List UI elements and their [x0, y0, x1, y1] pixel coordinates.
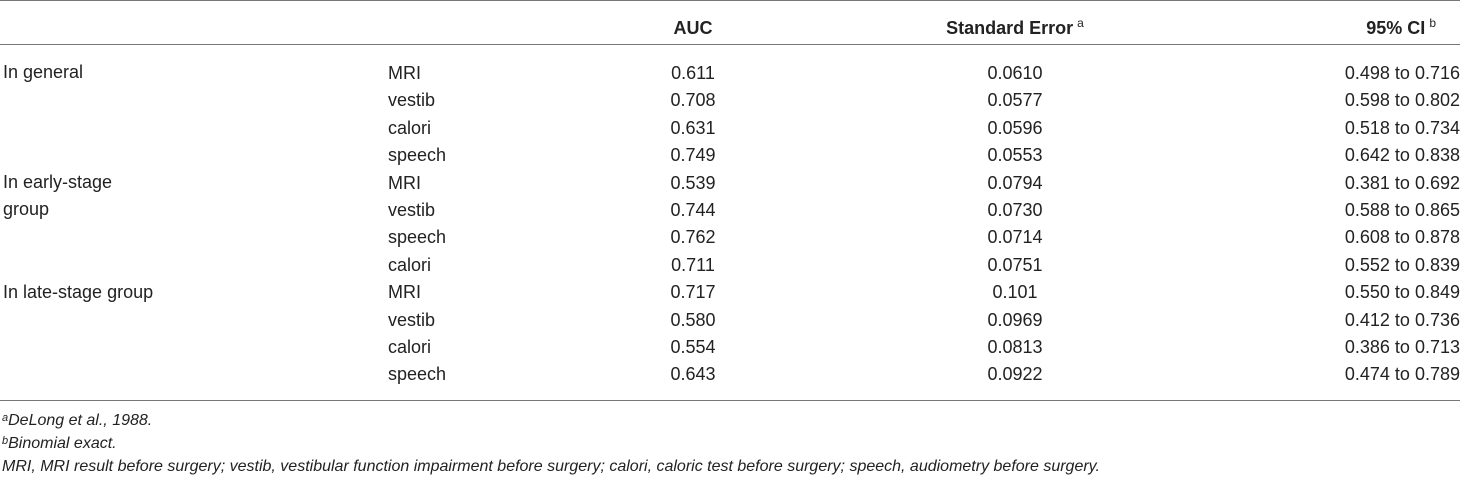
table-row: vestib 0.580 0.0969 0.412 to 0.736 [0, 306, 1460, 333]
table-row: MRI 0.717 0.101 0.550 to 0.849 [0, 278, 1460, 305]
ci-cell: 0.412 to 0.736 [1344, 309, 1460, 330]
method-cell: vestib [388, 309, 436, 330]
header-rule [0, 44, 1460, 45]
se-cell: 0.0553 [987, 145, 1043, 166]
ci-cell: 0.498 to 0.716 [1344, 63, 1460, 83]
table-row: MRI 0.611 0.0610 0.498 to 0.716 [0, 59, 1460, 86]
table-footnotes: aDeLong et al., 1988. bBinomial exact. M… [2, 410, 1100, 479]
footnote-marker-b: b [1429, 16, 1436, 30]
auc-cell: 0.711 [671, 254, 715, 275]
method-cell: MRI [388, 282, 421, 303]
auc-cell: 0.749 [670, 145, 716, 166]
auc-cell: 0.643 [670, 364, 716, 385]
header-95-ci: 95% CI b [1366, 16, 1436, 38]
method-cell: MRI [388, 63, 421, 83]
se-cell: 0.0969 [987, 309, 1043, 330]
ci-cell: 0.550 to 0.849 [1344, 282, 1460, 303]
se-cell: 0.0714 [987, 227, 1043, 248]
method-cell: vestib [388, 90, 436, 111]
se-cell: 0.0730 [987, 199, 1043, 220]
ci-cell: 0.608 to 0.878 [1344, 227, 1460, 248]
table-row: speech 0.762 0.0714 0.608 to 0.878 [0, 223, 1460, 250]
footnote-marker-a: a [1077, 16, 1084, 30]
table-row: vestib 0.708 0.0577 0.598 to 0.802 [0, 86, 1460, 113]
method-cell: speech [388, 364, 447, 385]
se-cell: 0.0577 [987, 90, 1043, 111]
ci-cell: 0.642 to 0.838 [1344, 145, 1460, 166]
header-auc: AUC [673, 18, 713, 38]
abbreviations-note: MRI, MRI result before surgery; vestib, … [2, 458, 1100, 475]
method-cell: calori [388, 117, 432, 138]
footnote-b: bBinomial exact. [2, 435, 117, 452]
table-row: calori 0.631 0.0596 0.518 to 0.734 [0, 114, 1460, 141]
se-cell: 0.0596 [987, 117, 1043, 138]
method-cell: MRI [388, 172, 421, 193]
auc-cell: 0.611 [671, 63, 715, 83]
table-row: vestib 0.744 0.0730 0.588 to 0.865 [0, 196, 1460, 223]
method-cell: speech [388, 145, 447, 166]
footnote-a: aDeLong et al., 1988. [2, 412, 153, 429]
auc-cell: 0.762 [670, 227, 716, 248]
auc-cell: 0.580 [670, 309, 716, 330]
table-bottom-rule [0, 400, 1460, 401]
ci-cell: 0.386 to 0.713 [1344, 336, 1460, 357]
auc-cell: 0.554 [670, 336, 716, 357]
se-cell: 0.0610 [987, 63, 1043, 83]
se-cell: 0.0751 [987, 254, 1043, 275]
ci-cell: 0.474 to 0.789 [1344, 364, 1460, 385]
method-cell: calori [388, 254, 432, 275]
ci-cell: 0.381 to 0.692 [1344, 172, 1460, 193]
ci-cell: 0.552 to 0.839 [1344, 254, 1460, 275]
ci-cell: 0.598 to 0.802 [1344, 90, 1460, 111]
group-label-early-stage: In early-stage group [3, 172, 113, 219]
method-cell: vestib [388, 199, 436, 220]
auc-cell: 0.744 [670, 199, 716, 220]
table-row: calori 0.554 0.0813 0.386 to 0.713 [0, 333, 1460, 360]
table-row: calori 0.711 0.0751 0.552 to 0.839 [0, 251, 1460, 278]
method-cell: calori [388, 336, 432, 357]
ci-cell: 0.588 to 0.865 [1344, 199, 1460, 220]
se-cell: 0.0922 [987, 364, 1043, 385]
se-cell: 0.0813 [987, 336, 1043, 357]
group-label-late-stage: In late-stage group [3, 282, 154, 302]
table-row: speech 0.643 0.0922 0.474 to 0.789 [0, 360, 1460, 387]
table-body: In general In early-stage group In late-… [0, 59, 1460, 388]
group-label-general: In general [3, 62, 84, 82]
auc-cell: 0.539 [670, 172, 716, 193]
table-top-rule [0, 0, 1460, 1]
header-standard-error: Standard Error a [946, 16, 1084, 38]
table-row: speech 0.749 0.0553 0.642 to 0.838 [0, 141, 1460, 168]
method-cell: speech [388, 227, 447, 248]
se-cell: 0.101 [992, 282, 1038, 303]
auc-cell: 0.708 [670, 90, 716, 111]
table-row: MRI 0.539 0.0794 0.381 to 0.692 [0, 169, 1460, 196]
ci-cell: 0.518 to 0.734 [1344, 117, 1460, 138]
auc-cell: 0.717 [670, 282, 716, 303]
se-cell: 0.0794 [987, 172, 1043, 193]
auc-cell: 0.631 [670, 117, 716, 138]
